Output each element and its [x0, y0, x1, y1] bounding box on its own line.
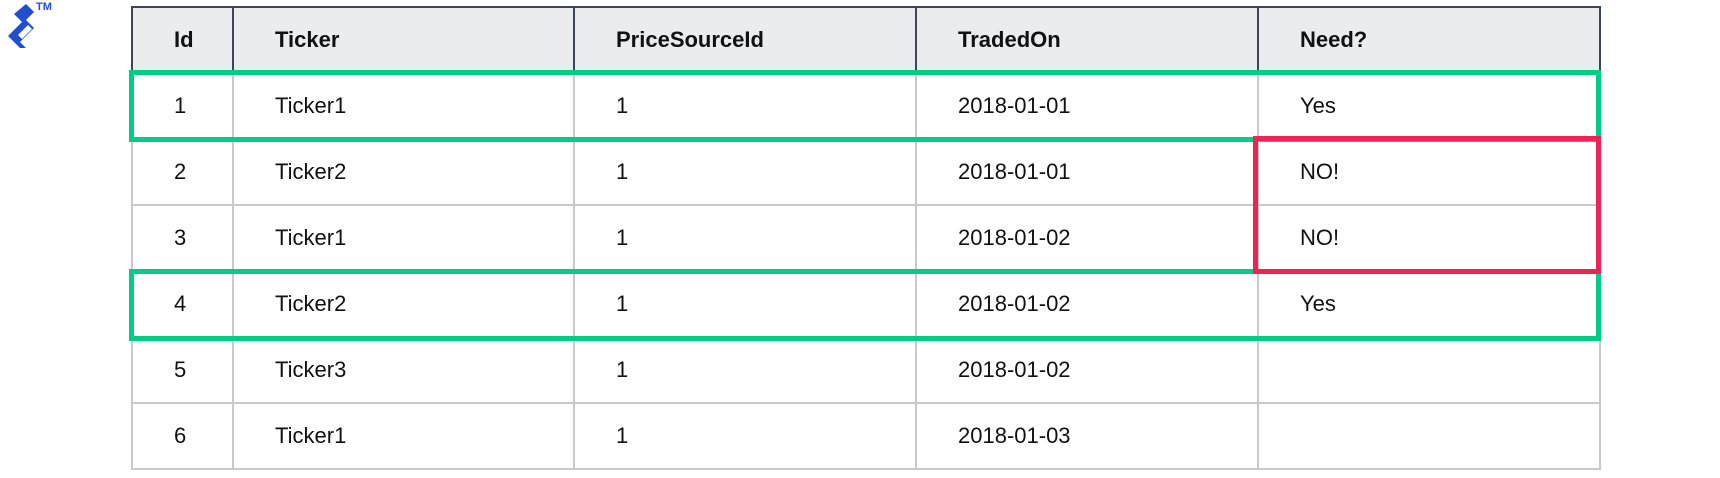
table-row: 1 Ticker1 1 2018-01-01 Yes	[131, 72, 1601, 140]
table-cell: 2018-01-01	[915, 72, 1259, 140]
toptal-logo-icon	[8, 4, 34, 48]
table-cell: NO!	[1257, 204, 1601, 272]
table-cell: 3	[131, 204, 234, 272]
table-cell: 6	[131, 402, 234, 470]
trademark: TM	[36, 1, 52, 13]
table-cell: 1	[573, 138, 917, 206]
table-cell: 1	[573, 336, 917, 404]
ticker-table: Id Ticker PriceSourceId TradedOn Need? 1 Tick…	[131, 6, 1601, 470]
table-cell: 1	[573, 204, 917, 272]
column-header: TradedOn	[915, 6, 1259, 74]
table-cell: NO!	[1257, 138, 1601, 206]
table-cell	[1257, 402, 1601, 470]
table-cell: 2018-01-02	[915, 336, 1259, 404]
table-cell: 2018-01-02	[915, 204, 1259, 272]
table-cell: 2018-01-02	[915, 270, 1259, 338]
table-cell: 1	[573, 72, 917, 140]
column-header: PriceSourceId	[573, 6, 917, 74]
table-cell: 4	[131, 270, 234, 338]
table-row: 6 Ticker1 1 2018-01-03	[131, 402, 1601, 470]
table-cell: 1	[573, 270, 917, 338]
table-cell: Ticker1	[232, 204, 575, 272]
column-header: Ticker	[232, 6, 575, 74]
table-cell: Ticker2	[232, 270, 575, 338]
table-cell: Ticker1	[232, 402, 575, 470]
table-cell: Ticker1	[232, 72, 575, 140]
table-cell: Yes	[1257, 270, 1601, 338]
table-row: 4 Ticker2 1 2018-01-02 Yes	[131, 270, 1601, 338]
table-cell: Ticker3	[232, 336, 575, 404]
table-row: 5 Ticker3 1 2018-01-02	[131, 336, 1601, 404]
table-cell: 2	[131, 138, 234, 206]
table-row: 2 Ticker2 1 2018-01-01 NO!	[131, 138, 1601, 206]
table-cell: 1	[573, 402, 917, 470]
column-header: Need?	[1257, 6, 1601, 74]
table-cell: Yes	[1257, 72, 1601, 140]
table-cell: Ticker2	[232, 138, 575, 206]
table-cell: 2018-01-01	[915, 138, 1259, 206]
table-row: 3 Ticker1 1 2018-01-02 NO!	[131, 204, 1601, 272]
column-header: Id	[131, 6, 234, 74]
table-header-row: Id Ticker PriceSourceId TradedOn Need?	[131, 6, 1601, 74]
table-cell: 5	[131, 336, 234, 404]
table-cell	[1257, 336, 1601, 404]
table-cell: 2018-01-03	[915, 402, 1259, 470]
table-cell: 1	[131, 72, 234, 140]
